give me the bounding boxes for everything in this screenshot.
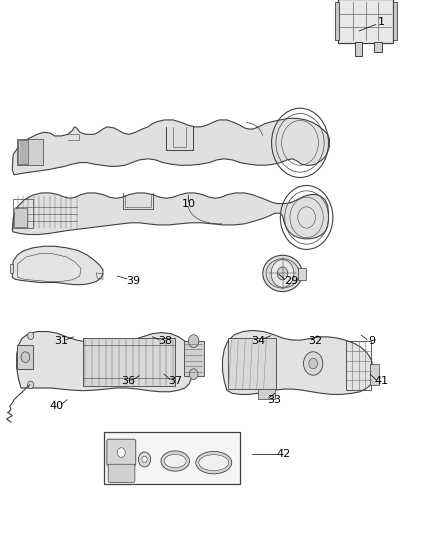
Text: 10: 10 (181, 199, 195, 208)
Text: 33: 33 (267, 395, 281, 405)
Ellipse shape (164, 454, 186, 468)
Circle shape (188, 335, 199, 348)
Text: 32: 32 (308, 336, 322, 346)
Text: 34: 34 (251, 336, 265, 346)
Bar (354, 42, 362, 56)
Circle shape (142, 456, 147, 463)
Bar (18, 140, 28, 164)
Text: 29: 29 (284, 277, 298, 286)
Text: 1: 1 (378, 18, 385, 27)
Circle shape (117, 448, 125, 457)
Bar (17, 345, 33, 369)
Polygon shape (338, 0, 393, 43)
Bar (370, 364, 379, 385)
Text: 37: 37 (168, 376, 182, 386)
Circle shape (28, 332, 34, 340)
Bar (13, 199, 33, 228)
Ellipse shape (199, 455, 229, 471)
Text: 39: 39 (127, 276, 141, 286)
Bar (258, 389, 275, 399)
Circle shape (309, 358, 318, 369)
Bar (184, 341, 204, 376)
Ellipse shape (266, 259, 299, 288)
Text: 40: 40 (49, 401, 63, 411)
FancyBboxPatch shape (108, 464, 135, 482)
Ellipse shape (263, 255, 302, 292)
Circle shape (304, 352, 323, 375)
Ellipse shape (161, 451, 190, 471)
Ellipse shape (196, 451, 232, 474)
Bar (228, 338, 276, 389)
Text: 38: 38 (159, 336, 173, 346)
Polygon shape (12, 246, 103, 285)
Bar (374, 42, 381, 52)
FancyBboxPatch shape (107, 439, 136, 466)
Polygon shape (17, 332, 193, 392)
Circle shape (138, 452, 151, 467)
Circle shape (28, 381, 34, 389)
Text: 36: 36 (121, 376, 135, 386)
Polygon shape (12, 193, 328, 239)
Circle shape (189, 369, 198, 379)
Bar (83, 338, 175, 386)
Bar (346, 341, 371, 390)
Bar (335, 2, 339, 40)
Bar (393, 2, 397, 40)
Polygon shape (12, 118, 329, 175)
Bar (17, 139, 43, 165)
Bar (298, 268, 306, 280)
Text: 42: 42 (277, 449, 291, 459)
Bar (10, 264, 13, 273)
Circle shape (277, 267, 288, 280)
Text: 41: 41 (374, 376, 388, 386)
Text: 9: 9 (368, 336, 375, 346)
Circle shape (271, 260, 294, 287)
Bar (14, 208, 27, 227)
Text: 31: 31 (54, 336, 68, 346)
Polygon shape (223, 330, 373, 394)
Circle shape (21, 352, 30, 362)
Bar (104, 432, 240, 484)
